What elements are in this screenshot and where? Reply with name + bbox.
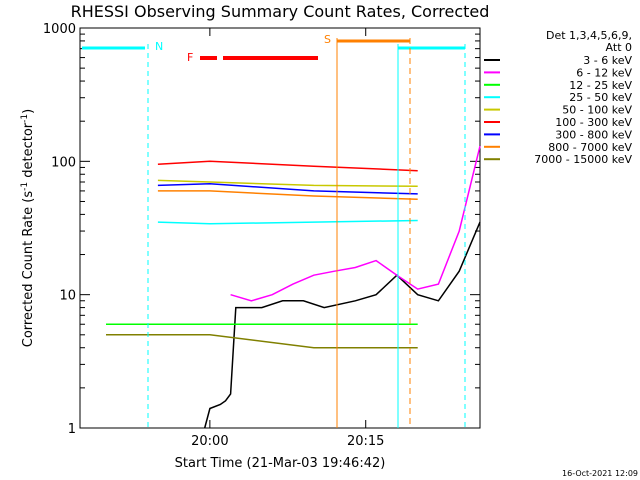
saa-marker-label: S bbox=[324, 33, 331, 46]
series-line bbox=[106, 334, 418, 349]
legend-entry: 25 - 50 keV bbox=[569, 91, 632, 104]
y-tick-label: 10 bbox=[59, 289, 76, 304]
legend-header-line1: Det 1,3,4,5,6,9, bbox=[546, 29, 632, 42]
series-line bbox=[157, 190, 418, 200]
series-line bbox=[157, 179, 418, 188]
y-tick-label: 1 bbox=[68, 422, 76, 437]
legend-entry: 800 - 7000 keV bbox=[548, 141, 632, 154]
legend-entry: 7000 - 15000 keV bbox=[534, 153, 632, 166]
legend-header-line2: Att 0 bbox=[606, 41, 632, 54]
series-line bbox=[157, 219, 418, 225]
y-tick-label: 1000 bbox=[43, 22, 76, 37]
y-tick-label: 100 bbox=[51, 155, 76, 170]
chart-title: RHESSI Observing Summary Count Rates, Co… bbox=[71, 2, 490, 21]
plot-frame bbox=[79, 27, 481, 429]
legend-entry: 300 - 800 keV bbox=[555, 128, 632, 141]
legend-entry: 12 - 25 keV bbox=[569, 79, 632, 92]
series-layer bbox=[106, 145, 481, 429]
series-line bbox=[157, 182, 418, 195]
markers: N F S bbox=[82, 33, 466, 428]
legend-entry: 6 - 12 keV bbox=[576, 66, 632, 79]
series-line bbox=[157, 160, 418, 172]
legend-entry: 50 - 100 keV bbox=[562, 104, 632, 117]
flare-marker-label: F bbox=[187, 51, 193, 64]
legend-entry: 3 - 6 keV bbox=[583, 54, 632, 67]
x-tick-label: 20:15 bbox=[347, 434, 384, 449]
x-tick-label: 20:00 bbox=[191, 434, 228, 449]
series-line bbox=[230, 145, 481, 302]
series-line bbox=[203, 221, 481, 429]
axis-ticks: 20:00 20:15 1 10 100 1000 bbox=[43, 22, 480, 449]
footer-timestamp: 16-Oct-2021 12:09 bbox=[562, 469, 638, 478]
y-axis-label: Corrected Count Rate (s-1 detector-1) bbox=[20, 109, 36, 347]
night-marker-label: N bbox=[155, 40, 163, 53]
legend-entry: 100 - 300 keV bbox=[555, 116, 632, 129]
x-axis-label: Start Time (21-Mar-03 19:46:42) bbox=[175, 456, 386, 471]
